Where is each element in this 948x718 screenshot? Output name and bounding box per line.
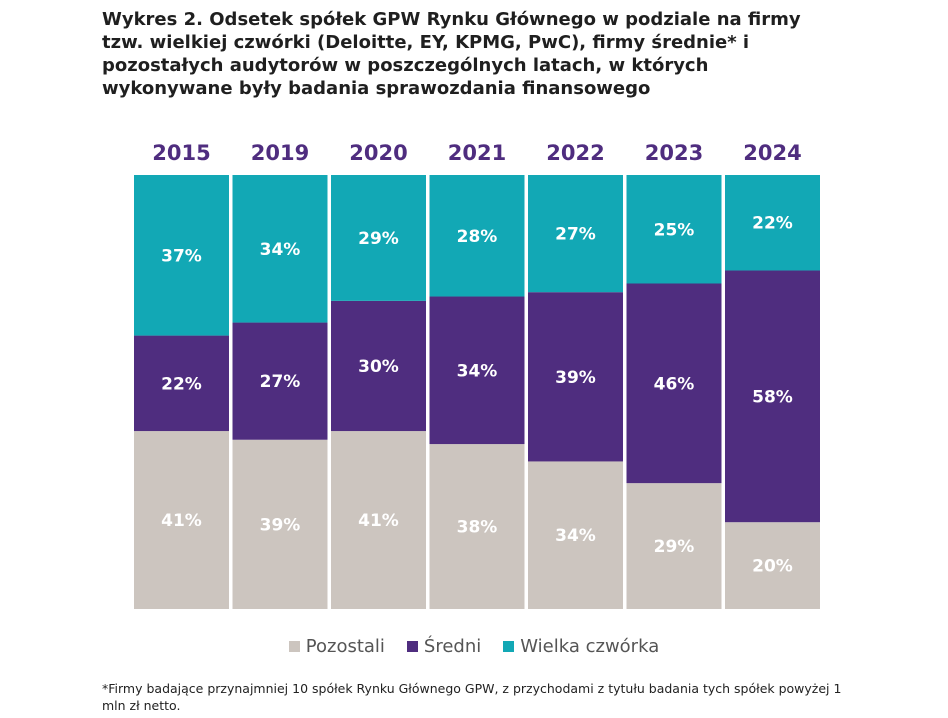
value-label-sredni-2022: 39% [555, 368, 596, 388]
bar-segment-sredni-2019 [232, 322, 328, 440]
value-label-wielka-czworka-2019: 34% [260, 240, 301, 260]
bar-segment-sredni-2021 [429, 296, 525, 445]
bar-segment-wielka-czworka-2022 [528, 175, 623, 293]
value-label-wielka-czworka-2023: 25% [654, 220, 695, 240]
value-label-pozostali-2023: 29% [654, 537, 695, 557]
bar-segment-wielka-czworka-2024 [725, 175, 820, 271]
bar-segment-wielka-czworka-2015 [134, 175, 229, 336]
legend-swatch-sredni [406, 641, 418, 652]
bar-segment-pozostali-2022 [528, 461, 623, 609]
value-label-sredni-2015: 22% [161, 374, 202, 394]
bar-segment-sredni-2020 [331, 300, 426, 432]
value-label-pozostali-2019: 39% [260, 515, 301, 535]
bar-segment-sredni-2024 [725, 270, 820, 523]
legend-item-wielka-czworka: Wielka czwórka [503, 636, 659, 657]
value-label-wielka-czworka-2021: 28% [457, 227, 498, 247]
legend-swatch-pozostali [288, 641, 300, 652]
year-label-2019: 2019 [251, 141, 309, 165]
bar-segment-sredni-2023 [626, 283, 722, 484]
year-label-2023: 2023 [645, 141, 703, 165]
bar-segment-pozostali-2020 [331, 431, 426, 609]
year-label-2015: 2015 [152, 141, 210, 165]
value-label-pozostali-2020: 41% [358, 511, 399, 531]
value-label-wielka-czworka-2015: 37% [161, 246, 202, 266]
year-label-2024: 2024 [743, 141, 801, 165]
bar-segment-wielka-czworka-2021 [429, 175, 525, 297]
value-label-sredni-2023: 46% [654, 374, 695, 394]
year-label-2020: 2020 [349, 141, 407, 165]
value-label-pozostali-2022: 34% [555, 526, 596, 546]
value-label-sredni-2019: 27% [260, 372, 301, 392]
legend-item-pozostali: Pozostali [288, 636, 385, 657]
year-label-2022: 2022 [546, 141, 604, 165]
bar-segment-pozostali-2023 [626, 483, 722, 609]
value-label-pozostali-2021: 38% [457, 518, 498, 538]
value-label-sredni-2021: 34% [457, 361, 498, 381]
chart-title: Wykres 2. Odsetek spółek GPW Rynku Główn… [102, 9, 801, 99]
bar-segment-pozostali-2021 [429, 444, 525, 609]
bar-segment-wielka-czworka-2019 [232, 175, 328, 323]
bar-segment-wielka-czworka-2023 [626, 175, 722, 284]
bar-segment-pozostali-2024 [725, 522, 820, 609]
bar-segment-wielka-czworka-2020 [331, 175, 426, 301]
bar-segment-sredni-2022 [528, 292, 623, 462]
legend: Pozostali Średni Wielka czwórka [0, 636, 948, 657]
bar-segment-sredni-2015 [134, 335, 229, 432]
bar-segment-pozostali-2019 [232, 439, 328, 609]
value-label-pozostali-2024: 20% [752, 557, 793, 577]
footnote: *Firmy badające przynajmniej 10 spółek R… [102, 681, 842, 713]
value-label-wielka-czworka-2020: 29% [358, 229, 399, 249]
legend-label-sredni: Średni [423, 636, 482, 657]
value-label-pozostali-2015: 41% [161, 511, 202, 531]
value-label-sredni-2020: 30% [358, 357, 399, 377]
value-label-wielka-czworka-2022: 27% [555, 225, 596, 245]
legend-label-wielka-czworka: Wielka czwórka [520, 636, 660, 657]
year-label-2021: 2021 [448, 141, 506, 165]
legend-swatch-wielka-czworka [503, 641, 515, 652]
value-label-wielka-czworka-2024: 22% [752, 214, 793, 234]
value-label-sredni-2024: 58% [752, 387, 793, 407]
stacked-bar-chart: 2015 41% 22% 37% 2019 39% 27% 34% 2020 41% 30% 29% 2… [134, 141, 820, 609]
legend-label-pozostali: Pozostali [305, 636, 385, 657]
legend-item-sredni: Średni [406, 636, 482, 657]
bar-segment-pozostali-2015 [134, 431, 229, 609]
